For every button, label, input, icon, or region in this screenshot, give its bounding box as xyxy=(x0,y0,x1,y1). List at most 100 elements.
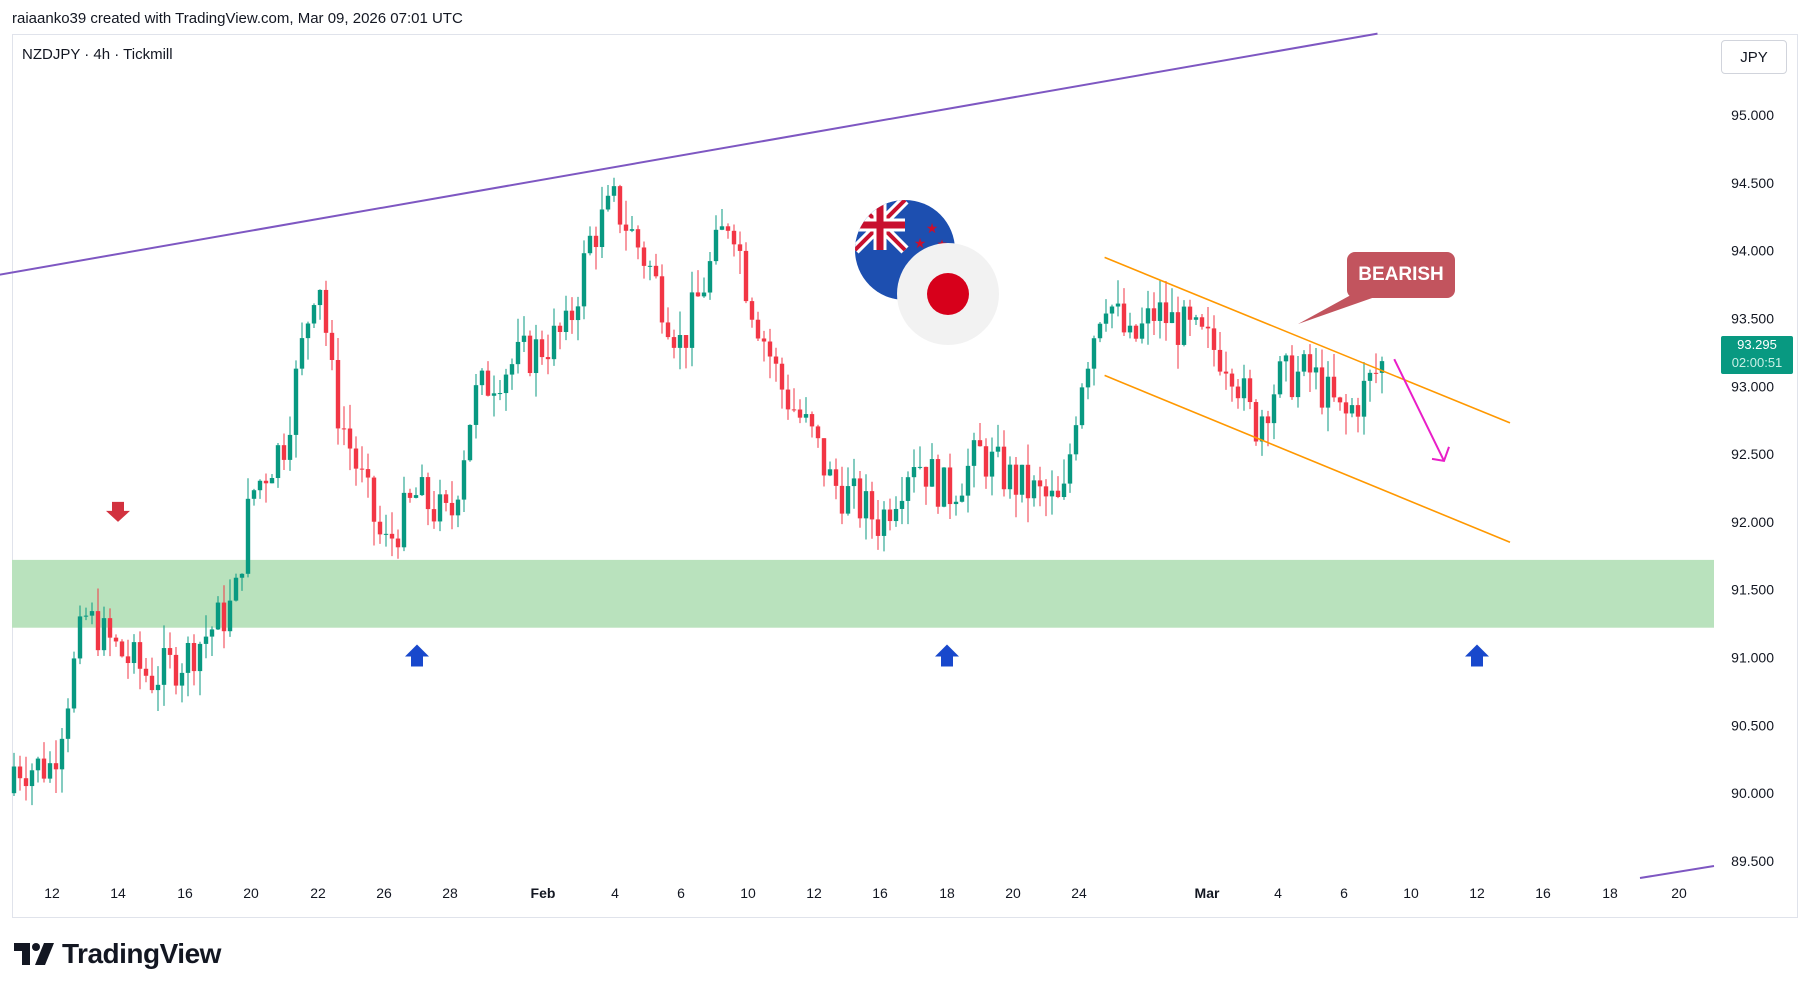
candle-body xyxy=(1163,302,1169,324)
time-tick-label: 24 xyxy=(1071,885,1087,901)
candle-body xyxy=(653,265,659,277)
candle-body xyxy=(455,499,461,516)
price-tick-label: 89.500 xyxy=(1731,853,1774,869)
candle-body xyxy=(887,509,893,522)
candle-body xyxy=(89,611,95,616)
candle-body xyxy=(791,409,797,411)
price-tick-label: 90.000 xyxy=(1731,785,1774,801)
candle-body xyxy=(863,491,869,519)
candle-body xyxy=(317,289,323,306)
candle-body xyxy=(905,477,911,501)
bearish-label-pointer xyxy=(1298,290,1395,324)
candle-body xyxy=(1319,367,1325,408)
candle-body xyxy=(269,478,275,484)
candle-body xyxy=(263,480,269,484)
price-tick-label: 92.000 xyxy=(1731,514,1774,530)
candle-body xyxy=(1055,490,1061,498)
candle-body xyxy=(593,235,599,248)
currency-button[interactable]: JPY xyxy=(1721,40,1787,74)
time-tick-label: 20 xyxy=(1005,885,1021,901)
candle-body xyxy=(485,370,491,396)
candle-body xyxy=(281,445,287,460)
time-tick-label: 18 xyxy=(939,885,955,901)
candle-body xyxy=(443,494,449,503)
candle-body xyxy=(383,533,389,535)
candle-body xyxy=(839,485,845,514)
candle-body xyxy=(341,428,347,430)
chart-credit: raiaanko39 created with TradingView.com,… xyxy=(12,10,463,27)
candle-body xyxy=(1151,308,1157,321)
last-price: 93.295 xyxy=(1737,337,1777,352)
candle-body xyxy=(509,364,515,375)
candle-body xyxy=(149,675,155,691)
candle-body xyxy=(785,389,791,410)
candle-body xyxy=(401,492,407,548)
resistance-trendline xyxy=(0,32,1378,276)
currency-flags: ★ ★ ★ xyxy=(855,200,999,345)
candle-body xyxy=(413,495,419,498)
candle-body xyxy=(707,261,713,293)
candle-body xyxy=(911,467,917,478)
time-tick-label: 28 xyxy=(442,885,458,901)
price-tick-label: 90.500 xyxy=(1731,717,1774,733)
candle-body xyxy=(275,445,281,479)
candle-body xyxy=(581,253,587,307)
candle-body xyxy=(779,363,785,390)
price-axis[interactable]: 95.000 94.500 94.000 93.500 93.000 92.500 92.0… xyxy=(1731,107,1774,869)
candle-body xyxy=(1349,405,1355,414)
candle-body xyxy=(197,643,203,672)
symbol-title: NZDJPY · 4h · Tickmill xyxy=(22,46,173,63)
candle-body xyxy=(725,226,731,231)
candle-body xyxy=(893,508,899,522)
time-tick-label: 16 xyxy=(872,885,888,901)
candle-body xyxy=(425,477,431,510)
candle-body xyxy=(35,758,41,771)
candle-body xyxy=(1379,361,1385,373)
candle-body xyxy=(359,468,365,470)
candle-body xyxy=(1019,464,1025,495)
last-price-tag: 93.295 02:00:51 xyxy=(1721,336,1793,374)
candle-body xyxy=(527,335,533,374)
candle-body xyxy=(959,495,965,502)
candle-body xyxy=(1175,312,1181,345)
time-tick-label: 12 xyxy=(806,885,822,901)
candle-body xyxy=(479,370,485,386)
price-tick-label: 93.000 xyxy=(1731,378,1774,394)
tradingview-brand[interactable]: TradingView xyxy=(14,938,221,970)
candle-body xyxy=(647,265,653,267)
candle-body xyxy=(1343,402,1349,414)
candle-body xyxy=(1313,367,1319,373)
time-tick-label: 12 xyxy=(1469,885,1485,901)
candle-body xyxy=(815,426,821,439)
japan-flag-icon xyxy=(897,243,999,345)
candle-body xyxy=(23,778,29,787)
candle-body xyxy=(389,533,395,539)
candle-body xyxy=(191,642,197,672)
candle-body xyxy=(131,642,137,664)
candle-body xyxy=(551,325,557,360)
time-axis[interactable]: 12 14 16 20 22 26 28 Feb 4 6 10 12 16 18 20 24 Mar 4 6 10 12… xyxy=(44,885,1687,901)
candle-body xyxy=(1097,323,1103,339)
candle-body xyxy=(233,577,239,601)
candle-body xyxy=(503,374,509,394)
candle-body xyxy=(407,492,413,498)
candle-body xyxy=(1217,349,1223,372)
candle-body xyxy=(215,602,221,630)
candle-body xyxy=(353,448,359,469)
candle-body xyxy=(719,226,725,230)
time-tick-label: 4 xyxy=(611,885,619,901)
candle-body xyxy=(1325,376,1331,408)
candle-body xyxy=(1211,328,1217,350)
svg-text:★: ★ xyxy=(914,235,927,251)
candle-body xyxy=(1091,338,1097,369)
candle-body xyxy=(95,611,101,651)
price-tick-label: 91.000 xyxy=(1731,650,1774,666)
candle-body xyxy=(101,618,107,651)
candle-body xyxy=(1361,380,1367,417)
candle-body xyxy=(1007,464,1013,490)
candle-body xyxy=(881,509,887,536)
candle-body xyxy=(761,338,767,342)
candle-body xyxy=(245,498,251,574)
candle-body xyxy=(869,491,875,520)
